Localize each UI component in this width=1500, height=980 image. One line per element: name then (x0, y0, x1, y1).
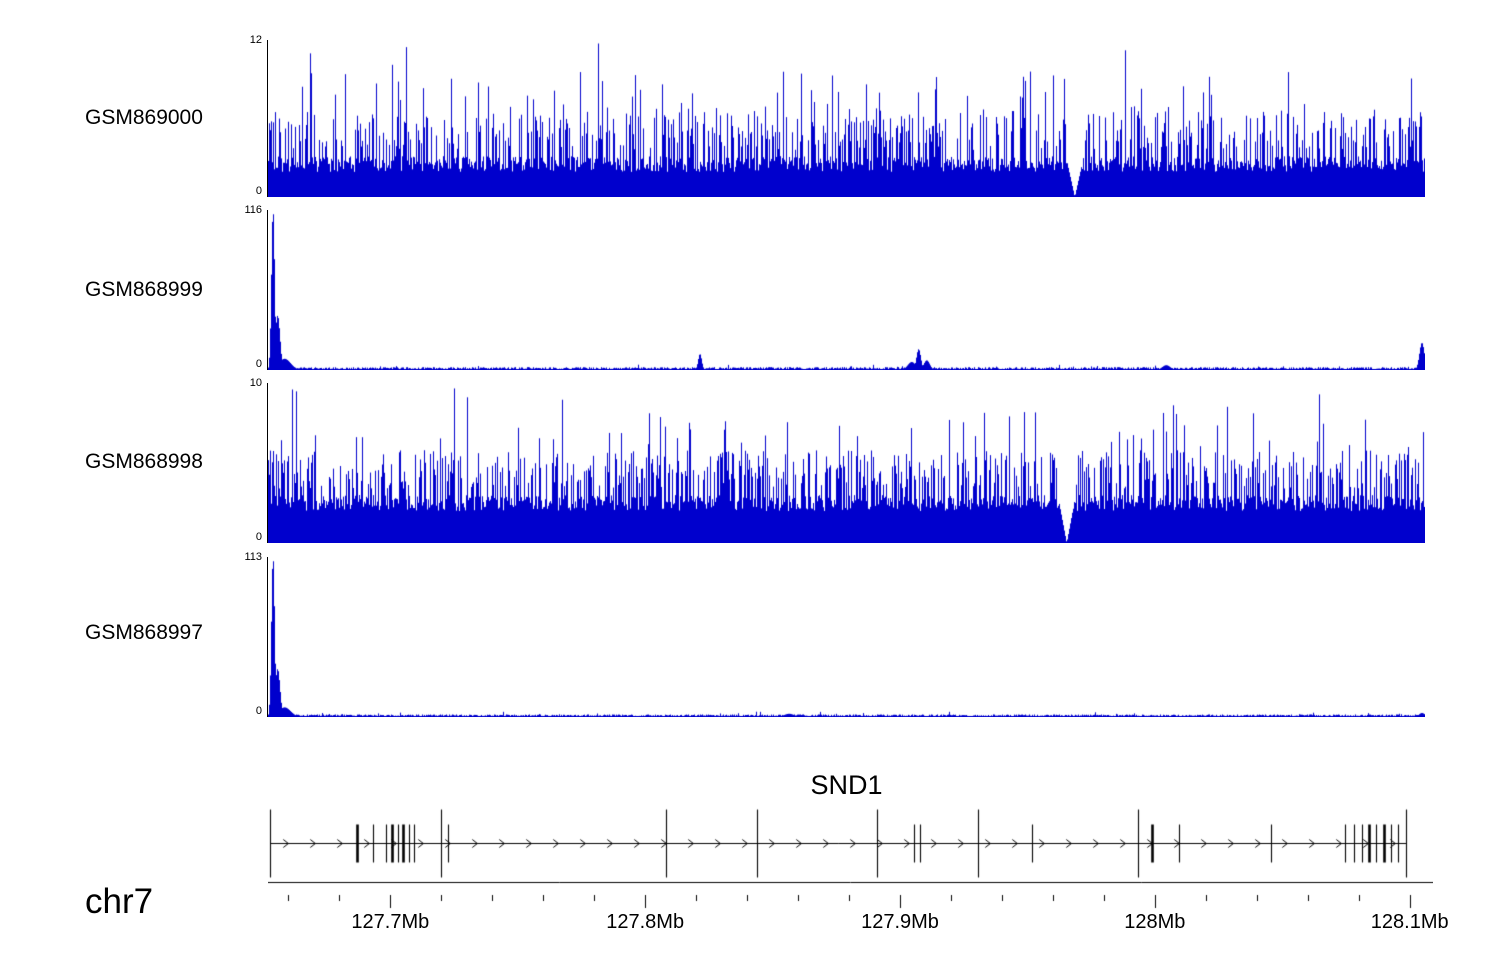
y-max-label: 113 (244, 551, 262, 563)
axis-tick-label: 128Mb (1124, 911, 1186, 933)
y-max-label: 10 (249, 377, 262, 389)
coverage-canvas-gsm868999 (268, 210, 1425, 370)
coverage-canvas-gsm868998 (268, 383, 1425, 543)
coverage-canvas-gsm869000 (268, 40, 1425, 197)
y-min-label: 0 (255, 531, 262, 543)
gene-title: SND1 (810, 770, 883, 800)
axis-tick-labels: 127.7Mb 127.8Mb 127.9Mb 128Mb 128.1Mb (268, 911, 1468, 939)
coverage-canvas-gsm868997 (268, 557, 1425, 717)
axis-tick-label: 127.8Mb (606, 911, 685, 933)
track-label-gsm868997: GSM868997 (85, 621, 203, 644)
y-axis-line (267, 557, 268, 717)
gene-model-canvas (268, 800, 1428, 886)
axis-tick-label: 127.7Mb (351, 911, 430, 933)
axis-tick-label: 127.9Mb (861, 911, 939, 933)
y-axis-line (267, 210, 268, 370)
chromosome-label: chr7 (85, 882, 154, 921)
axis-tick-label: 128.1Mb (1370, 911, 1449, 933)
y-min-label: 0 (255, 705, 262, 717)
track-label-gsm869000: GSM869000 (85, 106, 203, 129)
y-axis-line (267, 40, 268, 197)
y-max-label: 116 (244, 204, 262, 216)
genome-axis-canvas (268, 875, 1433, 911)
y-axis-line (267, 383, 268, 543)
y-max-label: 12 (249, 34, 262, 46)
y-min-label: 0 (255, 185, 262, 197)
y-min-label: 0 (255, 358, 262, 370)
track-label-gsm868999: GSM868999 (85, 278, 203, 301)
track-label-gsm868998: GSM868998 (85, 450, 203, 473)
